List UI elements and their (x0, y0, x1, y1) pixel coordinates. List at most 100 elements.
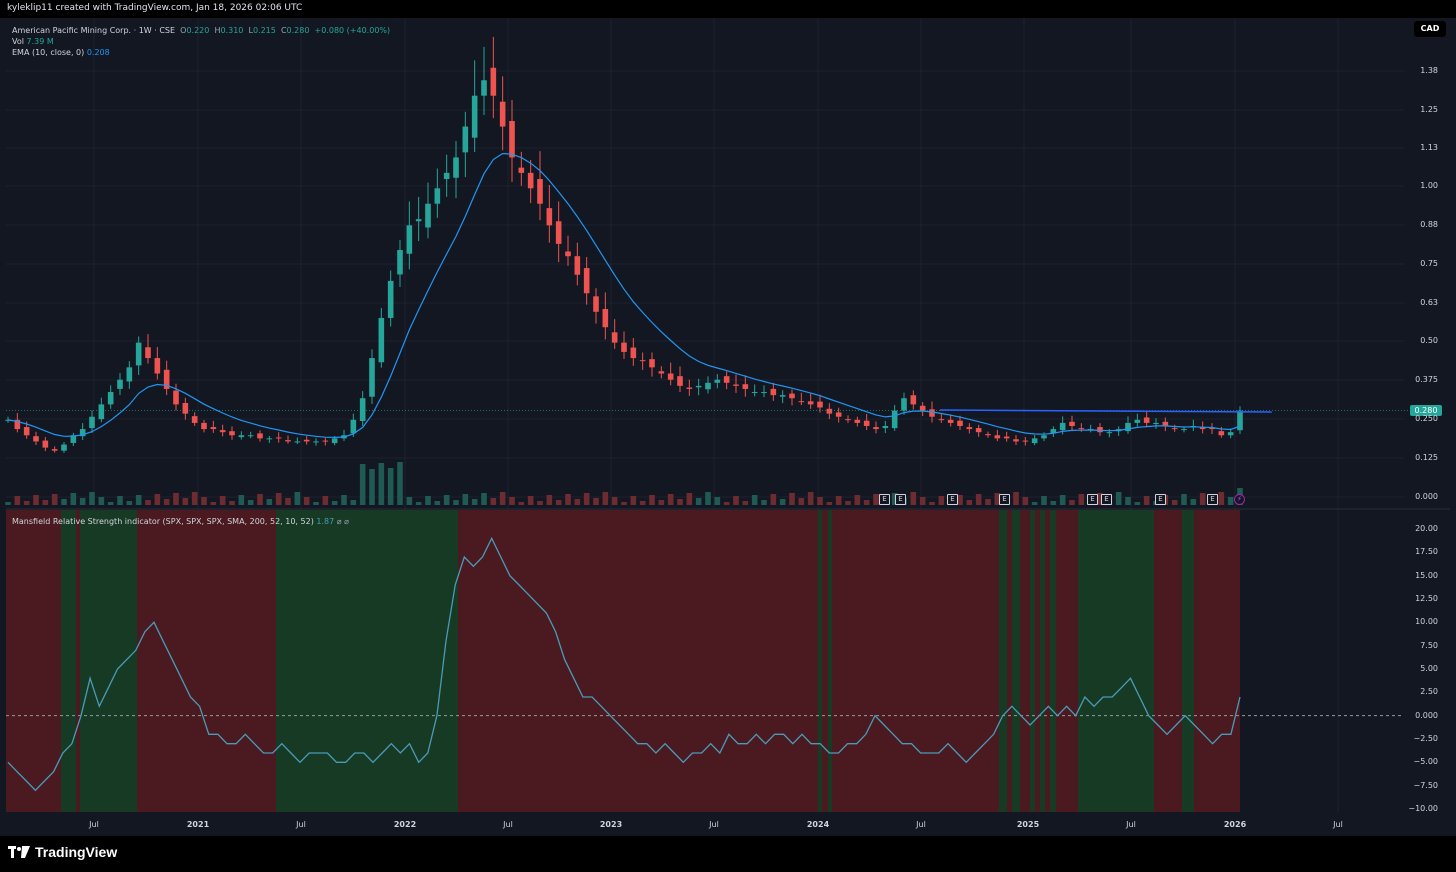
candle-body (994, 435, 1001, 439)
resistance-line (939, 409, 1273, 413)
candle-body (779, 395, 786, 397)
time-tick-label: Jul (503, 820, 513, 829)
volume-legend[interactable]: Vol 7.39 M (12, 37, 54, 46)
volume-bar (826, 502, 833, 505)
candle-body (985, 434, 991, 436)
price-tick-label: 0.88 (1420, 220, 1438, 229)
volume-bar (322, 496, 329, 505)
volume-bar (910, 492, 917, 505)
volume-bar (425, 496, 431, 505)
volume-bar (751, 495, 758, 505)
tradingview-logo[interactable]: TradingView (8, 844, 117, 860)
price-tick-label: 0.63 (1420, 298, 1438, 307)
candle-body (863, 420, 870, 426)
volume-bar (574, 499, 581, 505)
time-tick-label: 2021 (186, 820, 210, 829)
candle-body (1209, 428, 1215, 430)
volume-bar (406, 497, 413, 505)
volume-bar (1050, 501, 1057, 505)
volume-bar (975, 494, 982, 505)
volume-bar (23, 501, 30, 505)
volume-bar (1059, 495, 1066, 505)
mrs-tick-label: 15.00 (1415, 570, 1438, 580)
earnings-marker-icon[interactable]: E (947, 494, 958, 505)
candle-body (313, 441, 319, 443)
mrs-legend[interactable]: Mansfield Relative Strength indicator (S… (12, 517, 349, 526)
volume-bar (1097, 493, 1103, 505)
volume-bar (817, 497, 823, 505)
candle-body (303, 439, 310, 442)
earnings-marker-icon[interactable]: E (999, 494, 1010, 505)
candle-body (453, 157, 459, 178)
candle-body (751, 392, 758, 394)
volume-bar (266, 499, 273, 505)
open-value: 0.220 (186, 26, 210, 35)
earnings-marker-icon[interactable]: E (1155, 494, 1166, 505)
candle-body (1106, 432, 1113, 434)
mrs-zone (1012, 510, 1020, 812)
candle-body (238, 435, 245, 438)
candle-body (817, 401, 823, 408)
candle-body (1003, 436, 1010, 439)
top-credit-bar: kyleklip11 created with TradingView.com,… (0, 0, 1456, 18)
volume-bar (649, 495, 655, 505)
bottom-bar: TradingView (0, 836, 1456, 872)
high-value: 0.310 (220, 26, 244, 35)
candle-body (266, 438, 273, 440)
candle-body (957, 420, 963, 426)
candle-body (733, 384, 739, 386)
volume-bar (1041, 496, 1047, 505)
volume-bar (359, 464, 366, 505)
volume-bar (89, 492, 95, 505)
price-tick-label: 1.00 (1420, 181, 1438, 190)
earnings-marker-icon[interactable]: E (895, 494, 906, 505)
volume-bar (1013, 492, 1019, 505)
candle-body (499, 101, 506, 127)
candle-body (705, 382, 711, 390)
candle-body (1097, 427, 1103, 433)
candle-body (135, 342, 142, 366)
mrs-zone (1045, 510, 1050, 812)
credit-text: kyleklip11 created with TradingView.com,… (7, 3, 303, 13)
mrs-zone (6, 510, 61, 812)
mrs-zone (76, 510, 80, 812)
volume-bar (714, 497, 721, 505)
visibility-icon[interactable]: ⌀ ⌀ (336, 517, 349, 526)
volume-bar (238, 495, 245, 505)
volume-bar (378, 463, 385, 505)
candle-body (807, 401, 814, 405)
volume-bar (1181, 494, 1187, 505)
volume-bar (1199, 493, 1206, 505)
time-tick-label: 2024 (806, 820, 830, 829)
chart-canvas[interactable] (0, 0, 1456, 836)
price-tick-label: 0.375 (1415, 375, 1438, 384)
mrs-zone (1056, 510, 1078, 812)
candle-body (845, 419, 851, 421)
candle-body (574, 256, 581, 275)
earnings-marker-icon[interactable]: E (879, 494, 890, 505)
volume-bar (443, 495, 450, 505)
candle-body (415, 219, 422, 222)
dividend-lightning-icon[interactable]: ⚡ (1234, 494, 1245, 505)
candle-body (854, 419, 861, 423)
ema-legend[interactable]: EMA (10, close, 0) 0.208 (12, 48, 110, 57)
candle-body (462, 126, 469, 153)
volume-bar (210, 502, 217, 505)
volume-bar (453, 500, 459, 505)
candle-body (695, 385, 702, 388)
candle-body (89, 416, 95, 429)
candle-body (583, 268, 590, 294)
earnings-marker-icon[interactable]: E (1101, 494, 1112, 505)
earnings-marker-icon[interactable]: E (1207, 494, 1218, 505)
candle-body (527, 172, 534, 189)
candle-body (1143, 417, 1150, 423)
currency-badge[interactable]: CAD (1414, 21, 1446, 37)
mrs-tick-label: −5.00 (1413, 757, 1438, 767)
candle-body (947, 419, 954, 423)
mrs-zone (137, 510, 276, 812)
volume-bar (434, 501, 441, 505)
symbol-title[interactable]: American Pacific Mining Corp. · 1W · CSE (12, 26, 176, 35)
earnings-marker-icon[interactable]: E (1087, 494, 1098, 505)
time-tick-label: Jul (709, 820, 719, 829)
candle-body (1237, 410, 1243, 431)
